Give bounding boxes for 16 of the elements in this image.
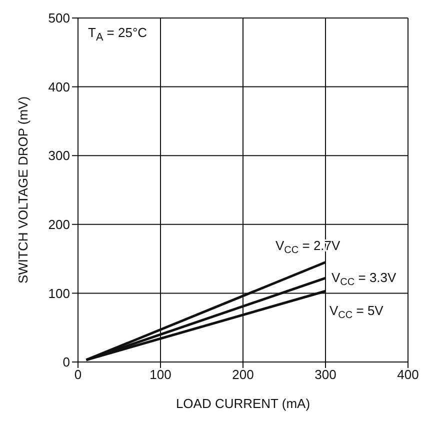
y-axis-title: SWITCH VOLTAGE DROP (mV) <box>16 96 31 284</box>
y-tick-label: 500 <box>48 10 70 26</box>
x-tick-label: 200 <box>232 367 254 382</box>
x-tick-label: 0 <box>74 367 82 382</box>
series-label: V$_{CC}$ = 5V <box>330 303 384 321</box>
x-tick-label: 300 <box>314 367 336 382</box>
y-tick-label: 200 <box>48 217 70 232</box>
y-tick-label: 0 <box>62 354 70 370</box>
y-tick-label: 300 <box>48 148 70 164</box>
x-axis-title: LOAD CURRENT (mA) <box>176 396 310 411</box>
annotation: T$_{A}$ = 25°C <box>82 22 154 47</box>
series-label: V$_{CC}$ = 3.3V <box>332 270 397 288</box>
y-tick-label: 100 <box>48 286 70 301</box>
y-tick-label: 400 <box>48 79 70 94</box>
x-tick-label: 100 <box>150 367 172 382</box>
x-tick-label: 400 <box>397 367 419 382</box>
